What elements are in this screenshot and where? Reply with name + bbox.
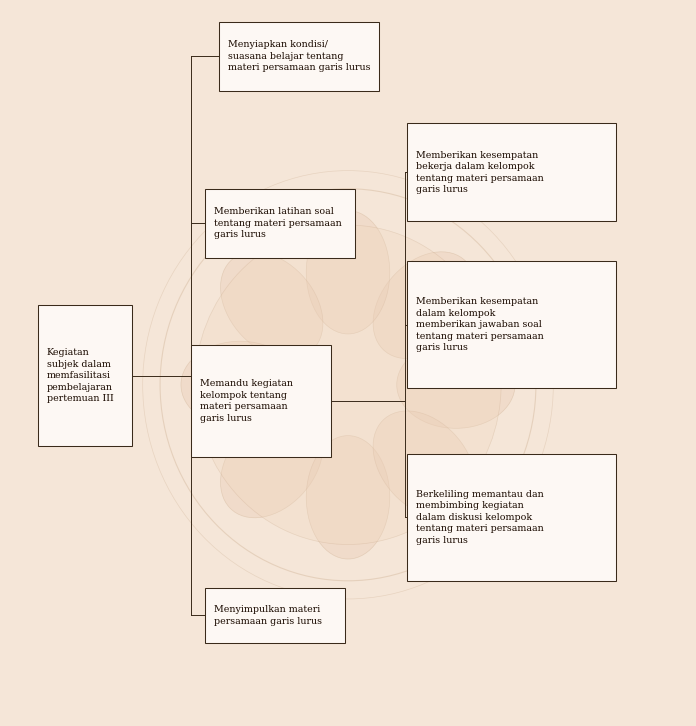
Ellipse shape — [306, 436, 390, 559]
Text: Menyimpulkan materi
persamaan garis lurus: Menyimpulkan materi persamaan garis luru… — [214, 605, 322, 626]
FancyBboxPatch shape — [219, 22, 379, 91]
Ellipse shape — [221, 411, 323, 518]
Text: Memandu kegiatan
kelompok tentang
materi persamaan
garis lurus: Memandu kegiatan kelompok tentang materi… — [200, 380, 293, 423]
Ellipse shape — [373, 411, 475, 518]
FancyBboxPatch shape — [205, 189, 355, 258]
Ellipse shape — [397, 341, 515, 428]
Ellipse shape — [373, 252, 475, 359]
Text: Menyiapkan kondisi/
suasana belajar tentang
materi persamaan garis lurus: Menyiapkan kondisi/ suasana belajar tent… — [228, 41, 370, 72]
Ellipse shape — [306, 211, 390, 334]
Text: Kegiatan
subjek dalam
memfasilitasi
pembelajaran
pertemuan III: Kegiatan subjek dalam memfasilitasi pemb… — [47, 348, 113, 403]
Text: Memberikan kesempatan
dalam kelompok
memberikan jawaban soal
tentang materi pers: Memberikan kesempatan dalam kelompok mem… — [416, 298, 544, 352]
Text: Memberikan kesempatan
bekerja dalam kelompok
tentang materi persamaan
garis luru: Memberikan kesempatan bekerja dalam kelo… — [416, 151, 544, 194]
FancyBboxPatch shape — [407, 123, 616, 221]
Ellipse shape — [221, 252, 323, 359]
Text: Memberikan latihan soal
tentang materi persamaan
garis lurus: Memberikan latihan soal tentang materi p… — [214, 208, 342, 239]
FancyBboxPatch shape — [205, 588, 345, 643]
Text: Berkeliling memantau dan
membimbing kegiatan
dalam diskusi kelompok
tentang mate: Berkeliling memantau dan membimbing kegi… — [416, 490, 544, 544]
FancyBboxPatch shape — [191, 345, 331, 457]
FancyBboxPatch shape — [38, 305, 132, 446]
Circle shape — [195, 225, 501, 544]
FancyBboxPatch shape — [407, 261, 616, 388]
Ellipse shape — [181, 341, 299, 428]
FancyBboxPatch shape — [407, 454, 616, 581]
